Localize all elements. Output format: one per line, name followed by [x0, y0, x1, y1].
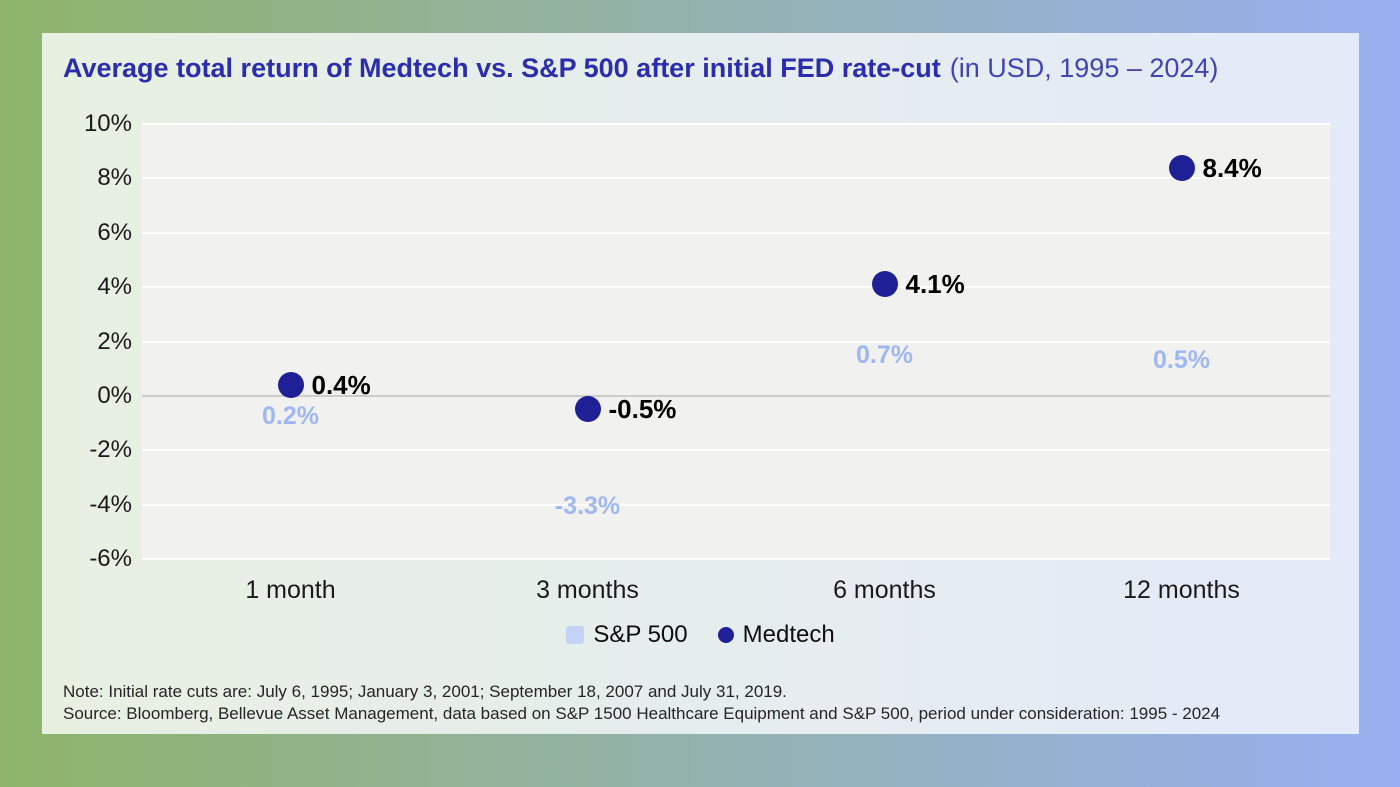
y-axis-tick-label: -6%	[89, 545, 132, 572]
gridline	[142, 123, 1330, 125]
sp500-bar-label: -3.3%	[554, 491, 621, 520]
y-axis-tick-label: 8%	[97, 164, 132, 192]
medtech-dot-swatch-icon	[717, 627, 734, 643]
legend-label-medtech: Medtech	[742, 621, 835, 648]
x-axis-category-label: 1 month	[245, 576, 336, 604]
medtech-dot-label: 0.4%	[311, 370, 371, 400]
medtech-dot	[277, 372, 304, 398]
medtech-dot-label: 8.4%	[1202, 152, 1262, 183]
gridline	[142, 449, 1330, 452]
medtech-dot	[1168, 154, 1195, 181]
legend-label-sp500: S&P 500	[593, 621, 688, 648]
gridline	[142, 286, 1330, 289]
x-axis-category-label: 12 months	[1123, 576, 1240, 604]
gridline	[142, 503, 1330, 506]
medtech-dot	[871, 271, 898, 298]
medtech-dot-label: -0.5%	[608, 394, 677, 425]
y-axis-tick-label: 4%	[97, 273, 132, 301]
medtech-dot-label: 4.1%	[905, 269, 965, 300]
footnotes: Note: Initial rate cuts are: July 6, 199…	[63, 681, 1220, 725]
sp500-bar-swatch-icon	[566, 626, 585, 644]
sp500-bar-label: 0.5%	[1153, 346, 1210, 375]
legend-item-sp500: S&P 500	[566, 621, 688, 649]
y-axis-tick-label: 6%	[97, 218, 132, 246]
gridline	[142, 340, 1330, 343]
y-axis-tick-label: 10%	[83, 110, 132, 137]
sp500-bar-label: 0.2%	[262, 401, 319, 430]
gridline	[142, 177, 1330, 180]
y-axis-tick-label: 0%	[97, 381, 132, 409]
y-axis-tick-label: 2%	[97, 327, 132, 355]
y-axis-tick-label: -2%	[89, 436, 132, 464]
zero-gridline	[142, 394, 1330, 397]
x-axis-category-label: 6 months	[833, 576, 936, 604]
gridline	[142, 558, 1330, 560]
legend-item-medtech: Medtech	[717, 621, 835, 649]
x-axis-category-label: 3 months	[536, 576, 639, 604]
y-axis-tick-label: -4%	[89, 490, 132, 518]
sp500-bar-label: 0.7%	[856, 340, 913, 369]
legend: S&P 500 Medtech	[42, 621, 1359, 649]
footnote-note: Note: Initial rate cuts are: July 6, 199…	[63, 682, 787, 701]
medtech-dot	[574, 396, 601, 423]
plot-area: 0.2% -3.3% 0.7% 0.5% 0.4% -0.5% 4.1% 8.4%	[142, 123, 1330, 560]
chart-title-main: Average total return of Medtech vs. S&P …	[63, 53, 941, 83]
chart-card: Average total return of Medtech vs. S&P …	[42, 33, 1359, 734]
gridline	[142, 231, 1330, 234]
chart-title: Average total return of Medtech vs. S&P …	[63, 52, 1218, 84]
footnote-source: Source: Bloomberg, Bellevue Asset Manage…	[63, 704, 1221, 723]
chart-title-suffix: (in USD, 1995 – 2024)	[949, 53, 1219, 83]
